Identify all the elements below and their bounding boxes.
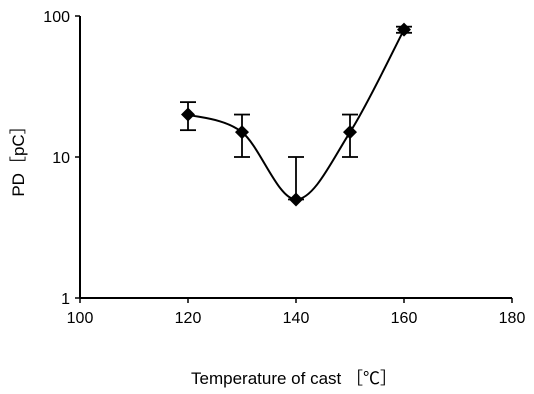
y-tick-label: 1 (61, 291, 70, 308)
data-point (181, 107, 195, 122)
x-tick-label: 140 (283, 310, 310, 327)
data-point (289, 192, 303, 207)
data-markers (181, 22, 411, 207)
y-tick-label: 100 (43, 9, 70, 26)
data-point (397, 22, 411, 37)
x-axis-title: Temperature of cast ［℃］ (191, 369, 397, 388)
ticks: 100 120 140 160 180 1 10 100 (43, 9, 525, 327)
x-tick-label: 120 (175, 310, 202, 327)
x-tick-label: 100 (67, 310, 94, 327)
y-axis-title: PD［pC］ (9, 117, 28, 196)
data-point (343, 125, 357, 140)
x-tick-label: 180 (499, 310, 526, 327)
y-tick-label: 10 (52, 150, 70, 167)
data-point (235, 125, 249, 140)
error-bars (180, 25, 412, 201)
x-tick-label: 160 (391, 310, 418, 327)
